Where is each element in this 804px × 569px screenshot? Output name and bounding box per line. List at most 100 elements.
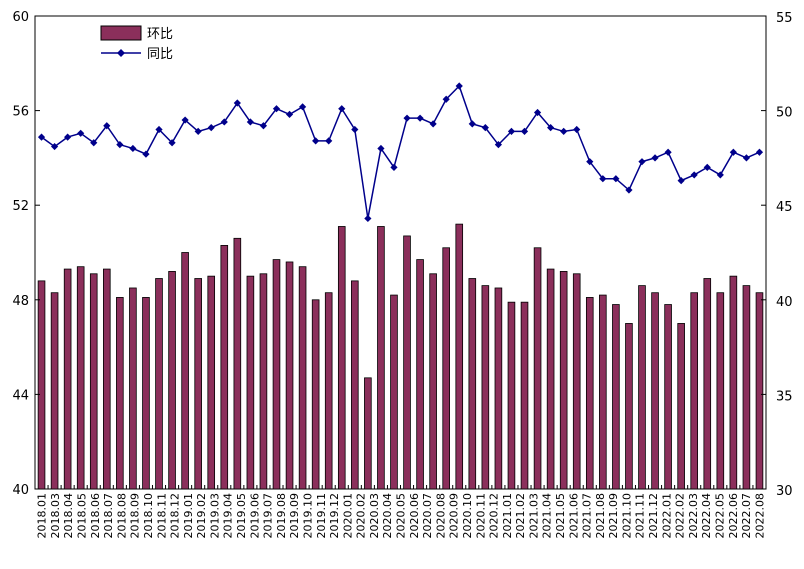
bar-2022.03 — [690, 292, 698, 490]
x-tick-label-2018.08: 2018.08 — [115, 493, 128, 539]
line-point-2018.03 — [64, 133, 72, 141]
x-tick-label-2020.06: 2020.06 — [408, 493, 421, 539]
x-tick-label-2020.02: 2020.02 — [355, 493, 368, 539]
left-tick-label-44: 44 — [12, 388, 29, 403]
line-point-2019.07 — [272, 105, 281, 113]
x-tick-label-2019.12: 2019.12 — [328, 493, 341, 539]
bar-2021.06 — [572, 273, 581, 490]
line-point-2019.03 — [220, 118, 228, 126]
line-point-2021.12 — [651, 154, 659, 162]
bar-2018.09 — [142, 297, 150, 490]
bar-2018.08 — [129, 287, 137, 490]
line-point-2018.05 — [90, 139, 98, 147]
left-tick-label-56: 56 — [12, 105, 29, 120]
bar-2021.08 — [599, 294, 607, 490]
line-point-2020.10 — [468, 120, 476, 128]
bar-2019.02 — [207, 275, 216, 490]
line-point-2021.02 — [520, 127, 529, 136]
x-tick-label-2018.06: 2018.06 — [89, 493, 102, 539]
bar-2019.12 — [337, 226, 346, 490]
line-point-2020.02 — [364, 214, 372, 223]
x-tick-label-2019.09: 2019.09 — [288, 493, 301, 539]
line-point-2021.06 — [573, 125, 581, 134]
line-point-2022.05 — [716, 171, 724, 179]
bar-2019.09 — [298, 266, 307, 490]
x-tick-label-2021.06: 2021.06 — [567, 493, 580, 539]
bar-2018.03 — [63, 268, 72, 490]
left-tick-label-60: 60 — [12, 10, 29, 25]
x-tick-label-2018.05: 2018.05 — [76, 493, 89, 539]
line-point-2019.02 — [207, 124, 215, 132]
bar-2020.04 — [390, 294, 398, 490]
right-tick-label-35: 35 — [776, 389, 793, 404]
x-tick-label-2018.10: 2018.10 — [142, 493, 155, 539]
line-point-2021.08 — [599, 175, 607, 183]
line-point-2019.05 — [246, 118, 254, 126]
right-tick-label-50: 50 — [776, 106, 793, 121]
right-tick-label-30: 30 — [776, 484, 793, 499]
bar-2020.01 — [351, 280, 359, 490]
x-tick-label-2022.05: 2022.05 — [713, 493, 726, 539]
line-point-2022.06 — [729, 148, 737, 156]
line-point-2020.07 — [429, 120, 437, 128]
legend-line-marker — [117, 49, 125, 57]
bar-2020.11 — [481, 285, 490, 490]
bar-2021.02 — [520, 301, 529, 490]
left-tick-label-48: 48 — [12, 294, 29, 309]
x-tick-label-2019.04: 2019.04 — [222, 493, 235, 539]
bar-2021.04 — [546, 268, 555, 490]
legend-label-tongbi: 同比 — [147, 47, 173, 62]
line-point-2019.09 — [299, 103, 307, 111]
bar-2020.02 — [364, 377, 372, 490]
bar-2022.06 — [729, 275, 738, 490]
x-tick-label-2021.09: 2021.09 — [607, 493, 620, 539]
x-tick-label-2018.11: 2018.11 — [155, 493, 168, 539]
bar-2018.02 — [50, 292, 59, 490]
bar-2021.07 — [585, 297, 594, 490]
bar-2020.06 — [416, 259, 424, 490]
bar-2021.03 — [533, 247, 542, 490]
bar-2018.11 — [168, 271, 176, 490]
bar-series — [37, 223, 764, 490]
bar-2019.05 — [246, 275, 255, 490]
bar-2020.07 — [429, 273, 437, 490]
line-point-2018.10 — [155, 125, 163, 134]
left-y-axis: 40 44 48 52 56 60 — [12, 10, 40, 498]
x-tick-label-2022.06: 2022.06 — [727, 493, 740, 539]
bar-2019.11 — [324, 292, 333, 490]
line-point-2022.07 — [742, 154, 751, 162]
x-tick-label-2018.01: 2018.01 — [36, 493, 49, 539]
bar-2019.03 — [220, 245, 229, 490]
x-tick-label-2020.07: 2020.07 — [421, 493, 434, 539]
bar-2020.09 — [455, 223, 464, 490]
bar-2022.01 — [664, 304, 672, 490]
left-tick-label-40: 40 — [12, 483, 29, 498]
line-point-2020.01 — [351, 125, 359, 134]
line-point-2020.05 — [403, 114, 411, 122]
bar-2018.04 — [76, 266, 85, 490]
line-point-2018.06 — [103, 122, 111, 130]
x-tick-label-2021.05: 2021.05 — [554, 493, 567, 539]
line-point-2021.11 — [638, 158, 646, 166]
line-point-2019.08 — [285, 110, 294, 118]
line-series — [37, 82, 764, 223]
legend: 环比 同比 — [100, 25, 173, 62]
bar-2018.01 — [37, 280, 46, 490]
right-tick-label-40: 40 — [776, 295, 793, 310]
bar-2022.04 — [703, 278, 712, 490]
line-point-2020.08 — [442, 95, 450, 103]
line-point-2022.08 — [755, 148, 764, 156]
x-tick-label-2021.02: 2021.02 — [514, 493, 527, 539]
line-point-2018.09 — [142, 150, 150, 158]
bar-2021.05 — [559, 271, 568, 490]
line-point-2021.04 — [547, 124, 555, 132]
line-point-2022.01 — [664, 148, 672, 156]
x-tick-label-2021.12: 2021.12 — [647, 493, 660, 539]
line-point-2020.06 — [416, 114, 424, 122]
line-point-2019.10 — [312, 137, 320, 145]
line-point-2018.07 — [116, 141, 124, 149]
x-tick-label-2020.10: 2020.10 — [461, 493, 474, 539]
x-tick-label-2020.12: 2020.12 — [488, 493, 501, 538]
